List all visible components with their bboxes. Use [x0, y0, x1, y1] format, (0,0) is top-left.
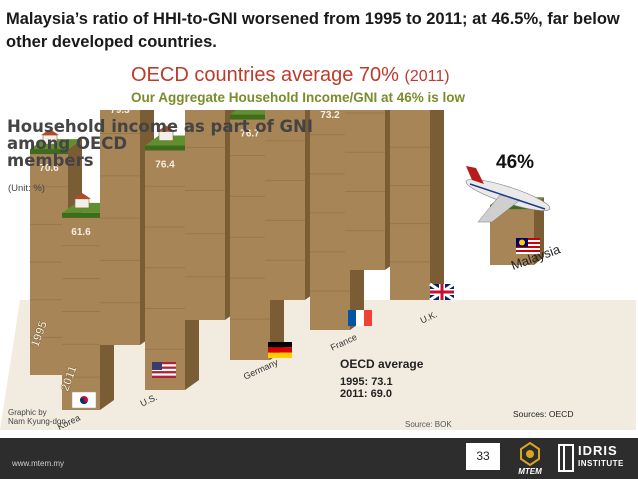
column-malaysia-grass-edge: [490, 205, 534, 210]
column-germany-2011-grass-edge: [230, 114, 270, 120]
column-korea-2011-grass-edge: [62, 212, 100, 218]
column-us-1995-front: [100, 110, 140, 346]
page-number: 33: [466, 443, 500, 470]
oecd-average-2011: 2011: 69.0: [340, 388, 392, 400]
oecd-average-subtitle-text: OECD countries average 70%: [131, 64, 399, 86]
idris-logo-text: IDRIS: [578, 443, 618, 458]
column-france-1995-front: [265, 110, 305, 300]
idris-logo-subtext: INSTITUTE: [578, 459, 624, 468]
sources-text: Sources: OECD: [513, 409, 574, 419]
flag-korea: [71, 391, 97, 409]
mtem-emblem-icon: [520, 441, 540, 467]
malaysia-value-label: 46%: [496, 152, 535, 173]
idris-emblem-icon: [558, 444, 574, 472]
column-uk-2011-front: [390, 110, 430, 300]
oecd-average-subtitle: OECD countries average 70% (2011): [131, 64, 450, 87]
flag-uk: [429, 282, 455, 302]
flag-germany: [268, 342, 292, 358]
column-uk-1995-front: [345, 110, 385, 271]
column-korea-1995-roof: [41, 129, 59, 136]
chart-credit: Graphic by Nam Kyung-don: [8, 408, 66, 426]
column-us-2011-grass-edge: [145, 145, 185, 151]
chart-source: Source: BOK: [405, 420, 452, 429]
chart-airplane: [465, 166, 551, 223]
chart-unit: (Unit: %): [8, 183, 45, 194]
column-germany-2011-value-label: 76.7: [240, 129, 260, 140]
column-korea-1995-value-label: 70.6: [39, 163, 59, 174]
column-us-2011-value-label: 76.4: [155, 160, 175, 171]
oecd-average-label: OECD average: [340, 357, 424, 371]
oecd-average-1995: 1995: 73.1: [340, 376, 393, 388]
column-us-2011: 76.4: [145, 125, 199, 390]
column-korea-1995-grass-edge: [30, 149, 68, 155]
column-korea-2011-house: [74, 198, 90, 209]
flag-france: [348, 310, 372, 326]
airplane-stripe: [469, 183, 546, 210]
airplane-tail: [466, 166, 484, 184]
chart-title: Household income as part of GNI among OE…: [7, 117, 314, 170]
idris-logo: IDRIS INSTITUTE: [556, 442, 634, 476]
column-germany-2011-grass: [230, 110, 277, 115]
column-uk-2011-side: [430, 110, 444, 300]
column-us-2011-roof: [157, 125, 175, 132]
column-korea-2011-roof: [73, 192, 91, 199]
column-uk-2011: 71.6: [390, 110, 444, 300]
column-france-2011-value-label: 73.2: [320, 110, 340, 121]
column-france-2011-front: [310, 110, 350, 330]
column-korea-2011-value-label: 61.6: [71, 227, 91, 238]
chart-flags: [71, 238, 540, 409]
slide-headline: Malaysia’s ratio of HHI-to-GNI worsened …: [6, 10, 620, 51]
flag-us: [152, 362, 176, 378]
oecd-household-income-chart: 70.661.6Korea79.376.4U.S.80.976.7Germany…: [0, 110, 636, 432]
flag-malaysia: [516, 238, 540, 254]
malaysia-subtitle: Our Aggregate Household Income/GNI at 46…: [131, 90, 466, 105]
column-germany-1995-front: [185, 110, 225, 321]
mtem-logo-text: MTEM: [518, 467, 542, 476]
footer-url[interactable]: www.mtem.my: [12, 459, 64, 468]
column-us-1995-value-label: 79.3: [110, 110, 130, 116]
oecd-average-box: OECD average 1995: 73.1 2011: 69.0: [340, 358, 423, 400]
mtem-logo: MTEM: [508, 441, 552, 476]
chart-columns: 70.661.6Korea79.376.4U.S.80.976.7Germany…: [27, 110, 544, 432]
oecd-average-subtitle-year: (2011): [404, 68, 450, 85]
